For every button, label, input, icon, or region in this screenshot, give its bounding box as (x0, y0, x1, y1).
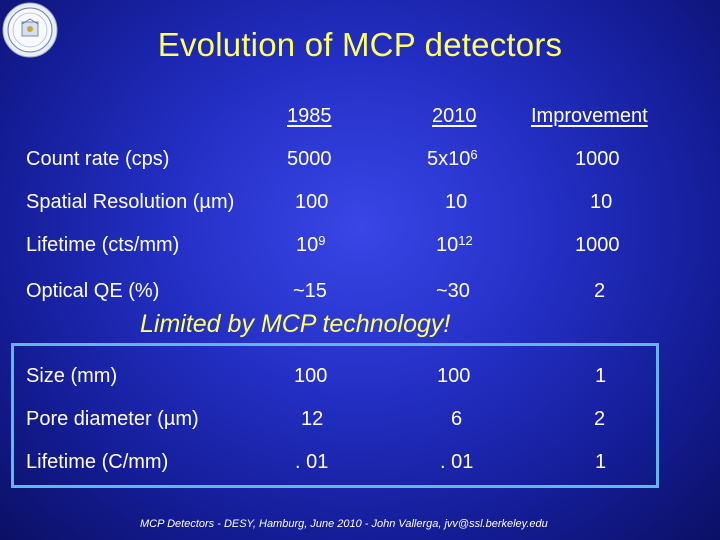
cell-lifetime-cts-1985: 109 (296, 233, 326, 256)
cell-count-rate-improvement: 1000 (575, 148, 620, 170)
row-label-count-rate: Count rate (cps) (26, 148, 170, 170)
row-label-lifetime-c: Lifetime (C/mm) (26, 451, 169, 473)
cell-optical-qe-1985: ~15 (293, 280, 327, 302)
header-1985: 1985 (287, 105, 332, 127)
row-label-spatial-resolution: Spatial Resolution (µm) (26, 191, 235, 213)
row-label-size: Size (mm) (26, 365, 118, 387)
cell-size-1985: 100 (294, 365, 328, 387)
section-subtitle: Limited by MCP technology! (140, 310, 451, 338)
cell-lifetime-c-improvement: 1 (595, 451, 607, 473)
cell-size-2010: 100 (437, 365, 471, 387)
row-label-pore-diameter: Pore diameter (µm) (26, 408, 199, 430)
footer-text: MCP Detectors - DESY, Hamburg, June 2010… (140, 518, 548, 530)
cell-lifetime-c-2010: . 01 (440, 451, 474, 473)
cell-optical-qe-improvement: 2 (594, 280, 606, 302)
header-improvement: Improvement (531, 105, 648, 127)
page-title: Evolution of MCP detectors (157, 26, 563, 63)
cell-spatial-resolution-2010: 10 (445, 191, 468, 213)
row-label-optical-qe: Optical QE (%) (26, 280, 160, 302)
highlight-box (11, 343, 659, 488)
university-seal-icon (2, 2, 58, 58)
cell-pore-diameter-1985: 12 (301, 408, 324, 430)
header-2010: 2010 (432, 105, 477, 127)
cell-lifetime-c-1985: . 01 (295, 451, 329, 473)
cell-count-rate-2010: 5x106 (427, 147, 478, 170)
cell-spatial-resolution-1985: 100 (295, 191, 329, 213)
cell-lifetime-cts-2010: 1012 (436, 233, 473, 256)
cell-lifetime-cts-improvement: 1000 (575, 234, 620, 256)
cell-pore-diameter-2010: 6 (451, 408, 463, 430)
cell-count-rate-1985: 5000 (287, 148, 332, 170)
cell-optical-qe-2010: ~30 (436, 280, 470, 302)
cell-pore-diameter-improvement: 2 (594, 408, 606, 430)
cell-spatial-resolution-improvement: 10 (590, 191, 613, 213)
cell-size-improvement: 1 (595, 365, 607, 387)
row-label-lifetime-cts: Lifetime (cts/mm) (26, 234, 180, 256)
